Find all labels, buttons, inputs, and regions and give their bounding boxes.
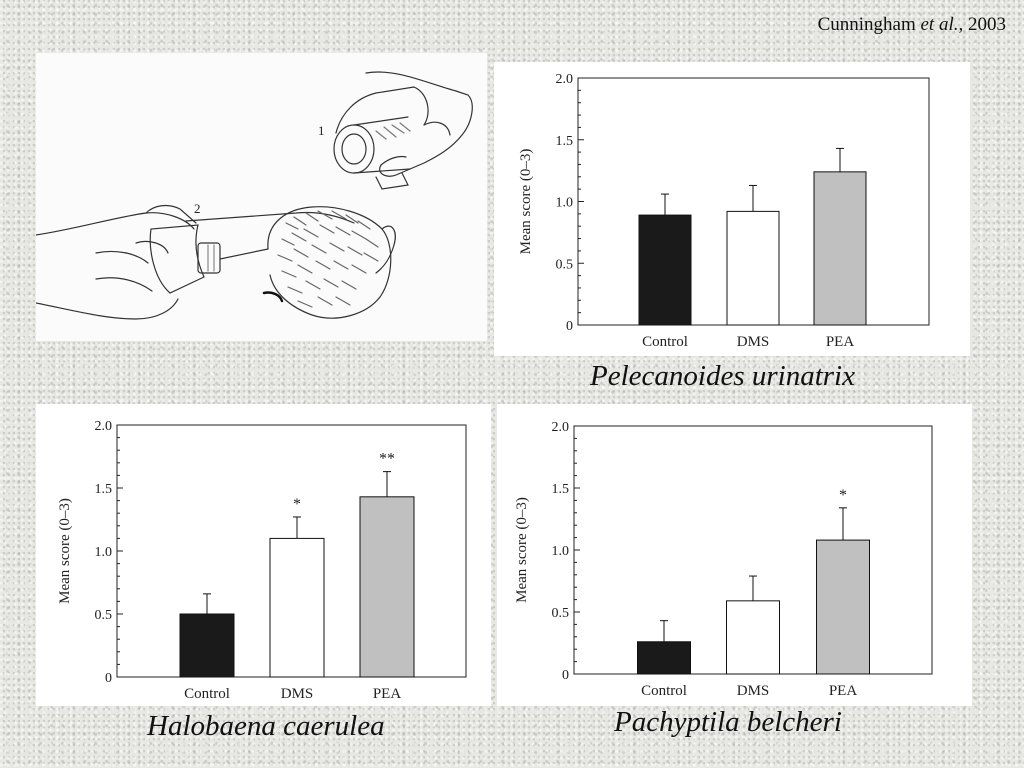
x-category-label: DMS	[737, 334, 770, 350]
illustration-label-2: 2	[194, 201, 201, 216]
illustration-drawing: 1 2	[35, 71, 473, 320]
bar-chart-halobaena: 0 0.5 1.0 1.5 2.0 Mean score (0–3) Control * DMS…	[57, 419, 467, 702]
citation-etal: et al.	[920, 14, 959, 35]
bar-pea	[359, 496, 415, 678]
bar-dms	[269, 537, 325, 678]
y-tick-label: 1.0	[552, 544, 570, 559]
bar-pea	[816, 539, 870, 675]
y-tick-label: 0.5	[556, 257, 574, 272]
caption-halobaena: Halobaena caerulea	[147, 710, 385, 742]
chart-panel-pachyptila: 0 0.5 1.0 1.5 2.0 Mean score (0–3) Control DMS *…	[497, 404, 972, 706]
y-tick-label: 0.5	[552, 606, 570, 621]
bar-chart-pelecanoides: 0 0.5 1.0 1.5 2.0 Mean score (0–3) Control DMS P…	[518, 72, 930, 350]
chart-panel-pelecanoides: 0 0.5 1.0 1.5 2.0 Mean score (0–3) Control DMS P…	[494, 62, 970, 356]
bird-handling-illustration: 1 2	[35, 53, 487, 341]
y-tick-label: 1.0	[556, 196, 574, 211]
bar-dms	[726, 210, 780, 326]
bar-control	[637, 641, 691, 675]
x-category-label: Control	[184, 686, 230, 702]
x-category-label: PEA	[829, 683, 858, 699]
significance-marker: *	[839, 487, 847, 504]
x-category-label: DMS	[281, 686, 314, 702]
bar-control	[179, 613, 235, 678]
y-tick-label: 0.5	[95, 608, 113, 623]
y-axis-label: Mean score (0–3)	[518, 149, 534, 255]
y-tick-label: 2.0	[556, 72, 574, 87]
y-tick-label: 2.0	[95, 419, 113, 434]
y-axis-label: Mean score (0–3)	[57, 498, 73, 604]
citation-year: , 2003	[958, 14, 1007, 35]
bar-pea	[813, 171, 867, 326]
x-category-label: Control	[641, 683, 687, 699]
bar-dms	[726, 600, 780, 675]
significance-marker: *	[293, 496, 301, 513]
y-tick-label: 1.5	[552, 482, 570, 497]
caption-pachyptila: Pachyptila belcheri	[614, 706, 842, 738]
y-tick-label: 1.5	[95, 482, 113, 497]
citation: Cunningham et al., 2003	[818, 14, 1006, 36]
citation-author: Cunningham	[817, 14, 916, 35]
bar-control	[638, 214, 692, 326]
bar-chart-pachyptila: 0 0.5 1.0 1.5 2.0 Mean score (0–3) Control DMS *…	[514, 420, 933, 699]
y-tick-label: 2.0	[552, 420, 570, 435]
x-category-label: PEA	[373, 686, 402, 702]
x-category-label: DMS	[737, 683, 770, 699]
y-tick-label: 0	[566, 319, 573, 334]
significance-marker: **	[379, 451, 395, 468]
y-axis-label: Mean score (0–3)	[514, 497, 530, 603]
x-category-label: Control	[642, 334, 688, 350]
y-tick-label: 0	[562, 668, 569, 683]
caption-pelecanoides: Pelecanoides urinatrix	[590, 360, 855, 392]
chart-panel-halobaena: 0 0.5 1.0 1.5 2.0 Mean score (0–3) Control * DMS…	[36, 404, 491, 706]
y-tick-label: 1.5	[556, 134, 574, 149]
y-tick-label: 1.0	[95, 545, 113, 560]
y-tick-label: 0	[105, 671, 112, 686]
x-category-label: PEA	[826, 334, 855, 350]
illustration-label-1: 1	[318, 123, 325, 138]
